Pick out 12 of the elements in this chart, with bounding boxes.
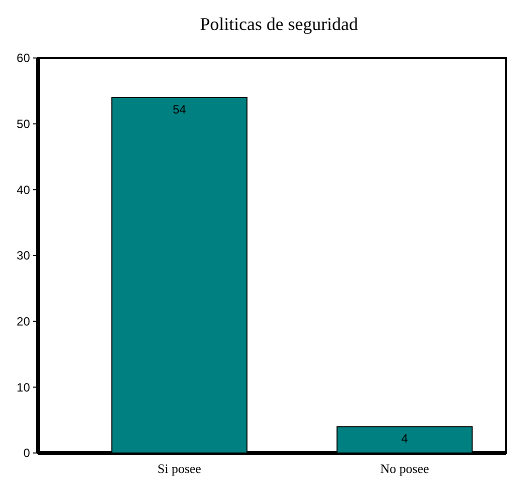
data-label: 4 [401,432,408,446]
data-label: 54 [172,102,186,116]
y-tick-label: 40 [16,182,30,197]
chart-title: Politicas de seguridad [200,14,358,34]
y-tick-label: 60 [16,51,30,66]
y-tick-label: 20 [16,314,30,329]
y-tick-label: 0 [23,446,30,460]
y-tick-label: 50 [16,117,30,132]
y-tick-label: 30 [16,248,30,263]
x-tick-label: Si posee [158,461,202,476]
y-tick-label: 10 [16,380,30,394]
x-tick-label: No posee [380,461,430,476]
